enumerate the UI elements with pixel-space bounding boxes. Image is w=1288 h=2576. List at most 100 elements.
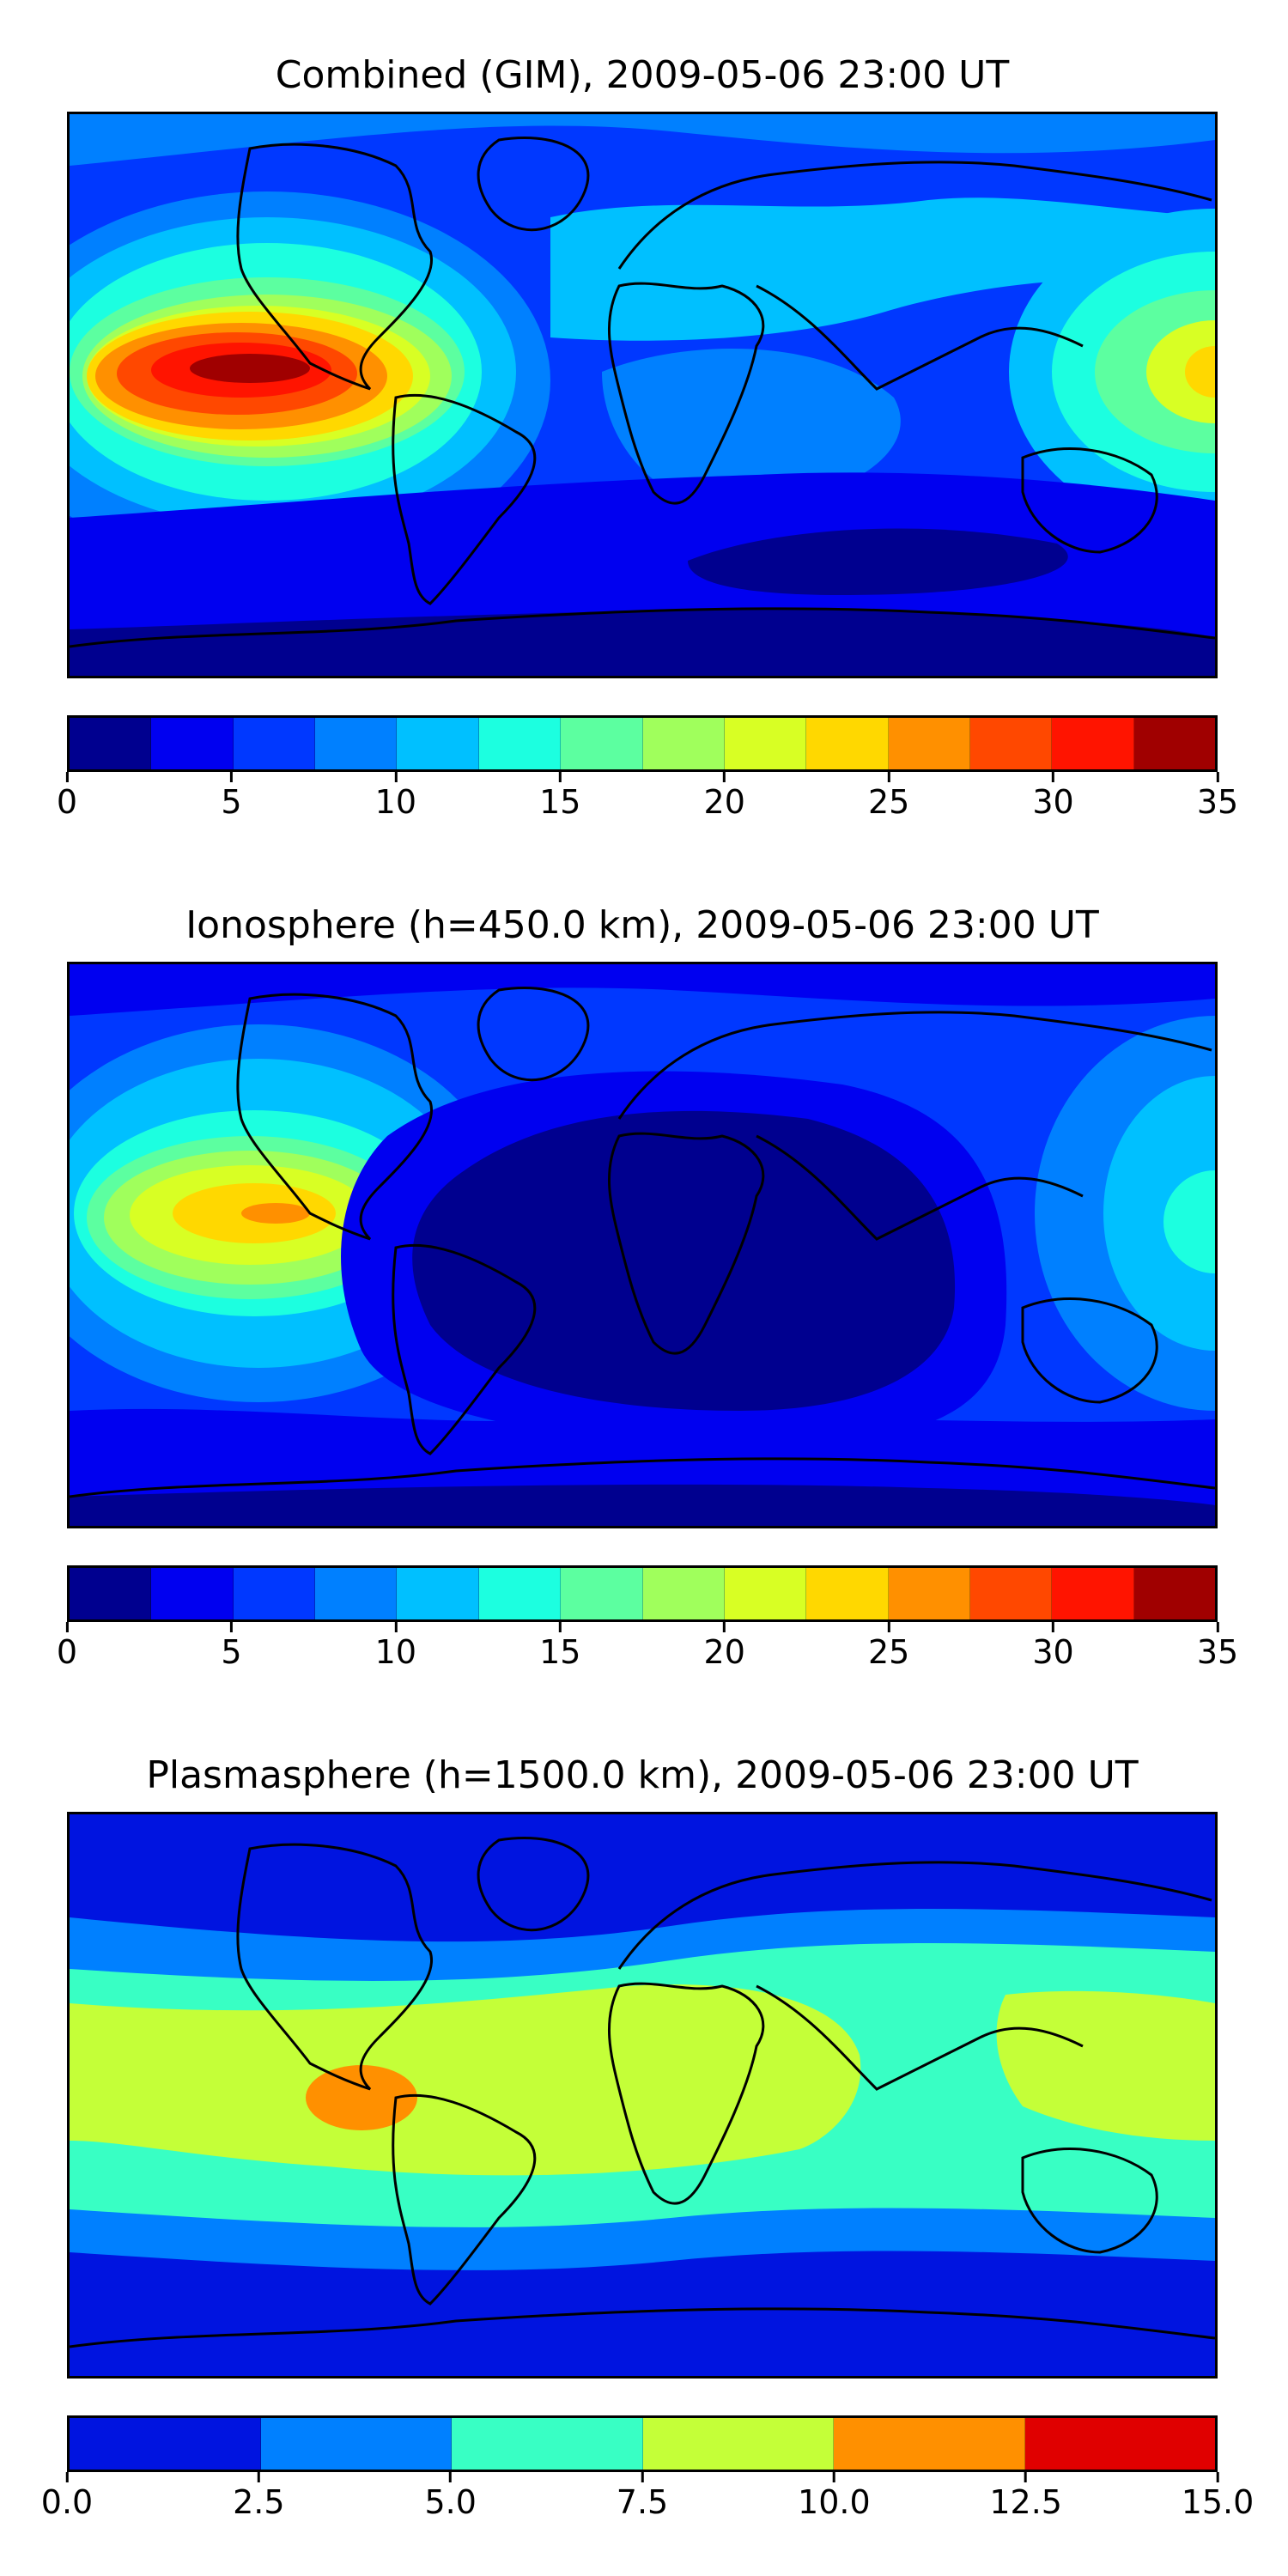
colorbar-tick: 20 [704, 772, 745, 822]
colorbar-segment [561, 718, 643, 769]
tick-label: 30 [1032, 1633, 1074, 1671]
tick-label: 10 [374, 783, 417, 821]
colorbar-segment [478, 1568, 562, 1619]
colorbar-segment [233, 718, 316, 769]
tick-mark [394, 772, 398, 782]
colorbar-tick: 35 [1197, 772, 1238, 822]
contour-band [602, 348, 901, 509]
coastline [477, 1837, 590, 1932]
colorbar-segment [642, 718, 725, 769]
colorbar-tick: 30 [1032, 1622, 1074, 1672]
map-canvas [70, 964, 1215, 1526]
coastline [617, 161, 1212, 270]
coastline [1021, 2148, 1158, 2254]
colorbar-tick: 15 [539, 772, 580, 822]
tick-label: 0 [56, 783, 78, 821]
colorbar [67, 715, 1218, 772]
map-combined [67, 112, 1218, 678]
colorbar-tick: 5 [221, 1622, 242, 1672]
tick-label: 12.5 [989, 2483, 1062, 2521]
coastline [756, 1984, 1084, 2091]
map-title: Combined (GIM), 2009-05-06 23:00 UT [275, 53, 1010, 97]
colorbar-segment [478, 718, 562, 769]
colorbar-tick: 25 [868, 1622, 909, 1672]
colorbar-segment [806, 718, 889, 769]
colorbar-segment [397, 1568, 479, 1619]
colorbar-segment [260, 2418, 452, 2470]
map-canvas [70, 114, 1215, 676]
contour-band [306, 2065, 417, 2130]
tick-mark [1216, 1622, 1219, 1632]
colorbar-ticks: 0.0 2.5 5.0 7.5 10.0 12.5 15.0 [41, 2472, 1254, 2524]
tick-mark [723, 1622, 726, 1632]
colorbar-tick: 30 [1032, 772, 1074, 822]
contour-band [412, 1110, 956, 1411]
contour-band [70, 1984, 861, 2176]
tick-mark [1052, 772, 1055, 782]
colorbar-segment [969, 718, 1053, 769]
map-plasmasphere [67, 1812, 1218, 2379]
colorbar-segment [1052, 1568, 1134, 1619]
coastline [477, 137, 590, 232]
tick-label: 35 [1196, 1633, 1239, 1671]
colorbar-segment [834, 2418, 1025, 2470]
colorbar-tick: 0 [57, 1622, 77, 1672]
contour-band [1146, 320, 1215, 423]
contour-band [1163, 1170, 1215, 1273]
colorbar-segment [1133, 1568, 1215, 1619]
coastline [236, 143, 433, 391]
contour-band [241, 1203, 310, 1224]
contour-band [550, 197, 1215, 341]
coastlines [70, 987, 1215, 1498]
colorbar-segment [1133, 718, 1215, 769]
tick-label: 25 [867, 783, 910, 821]
map-canvas [70, 1814, 1215, 2376]
coastline [756, 284, 1084, 391]
tick-mark [723, 772, 726, 782]
coastline [236, 1843, 433, 2091]
colorbar-segment [806, 1568, 889, 1619]
contour-band [1103, 1076, 1215, 1351]
colorbar [67, 1565, 1218, 1622]
tick-mark [65, 772, 69, 782]
colorbar-segment [642, 2418, 834, 2470]
tick-label: 5 [221, 783, 242, 821]
tick-mark [558, 772, 562, 782]
tick-label: 20 [703, 783, 745, 821]
colorbar-segment [724, 718, 807, 769]
tick-label: 0.0 [40, 2483, 94, 2521]
coastline [607, 282, 765, 505]
tick-mark [1216, 772, 1219, 782]
colorbar-segment [70, 1568, 152, 1619]
colorbar-segment [315, 1568, 398, 1619]
tick-mark [65, 1622, 69, 1632]
colorbar-tick: 15 [539, 1622, 580, 1672]
tick-label: 0 [56, 1633, 78, 1671]
coastline [617, 1011, 1212, 1120]
contour-band [70, 610, 1215, 676]
coastline [607, 1132, 765, 1355]
colorbar-tick: 5 [221, 772, 242, 822]
colorbar-segment [888, 718, 970, 769]
colorbar-tick: 12.5 [989, 2472, 1062, 2522]
colorbar-tick: 0.0 [41, 2472, 93, 2522]
colorbar [67, 2415, 1218, 2472]
coastlines [70, 1837, 1215, 2348]
map-title: Plasmasphere (h=1500.0 km), 2009-05-06 2… [146, 1753, 1139, 1797]
tick-mark [449, 2472, 453, 2482]
tick-mark [229, 772, 233, 782]
coastline [1021, 447, 1158, 554]
tick-label: 7.5 [616, 2483, 669, 2521]
colorbar-segment [724, 1568, 807, 1619]
tick-mark [229, 1622, 233, 1632]
tick-mark [65, 2472, 69, 2482]
colorbar-segment [888, 1568, 970, 1619]
map-ionosphere [67, 962, 1218, 1528]
contour-band [1185, 346, 1215, 398]
colorbar-segment [70, 2418, 261, 2470]
colorbar-tick: 7.5 [617, 2472, 668, 2522]
tick-mark [887, 1622, 890, 1632]
tick-label: 15 [539, 783, 581, 821]
colorbar-ticks: 0 5 10 15 20 25 30 35 [57, 772, 1238, 823]
colorbar-segment [969, 1568, 1053, 1619]
